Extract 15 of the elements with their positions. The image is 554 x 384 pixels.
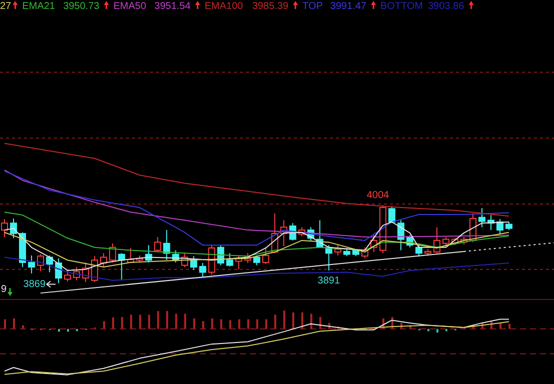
text: BOTTOM — [380, 1, 423, 12]
annotation: 3869 — [23, 279, 46, 290]
annotation: 3903.86 — [428, 1, 465, 12]
annotation: 4004 — [366, 190, 390, 202]
annotation: 3891 — [318, 276, 340, 287]
annotation: 3950.73 — [63, 1, 100, 12]
annotation: 3951.54 — [154, 1, 191, 12]
text: EMA21 — [22, 1, 56, 12]
annotation: 27 — [0, 1, 12, 12]
annotation: 3985.39 — [252, 1, 289, 12]
annotation: 9 — [1, 284, 7, 295]
text: EMA100 — [204, 1, 244, 12]
text: TOP — [302, 1, 324, 12]
text: EMA50 — [113, 1, 147, 12]
annotation: 3991.47 — [330, 1, 367, 12]
